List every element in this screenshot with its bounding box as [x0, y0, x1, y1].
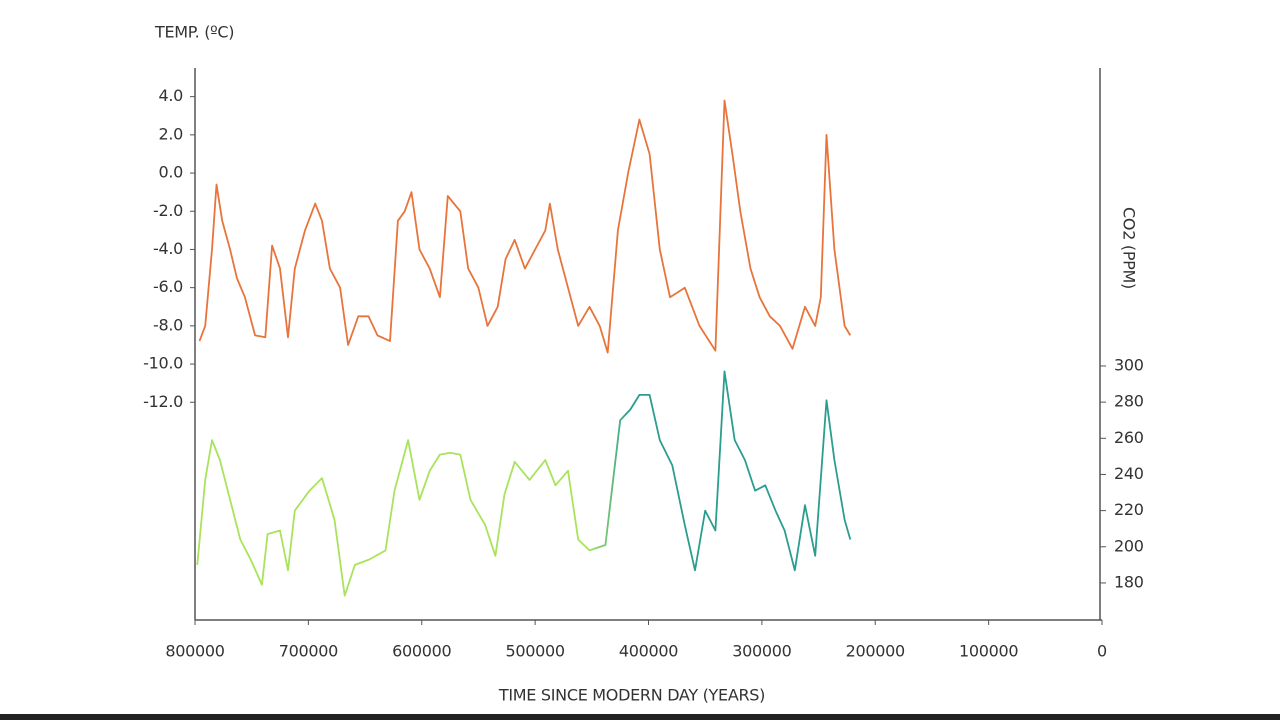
y-tick-label: -12.0: [143, 392, 183, 411]
y-tick-label: 2.0: [158, 124, 183, 143]
x-tick-label: 400000: [619, 642, 678, 661]
x-tick-label: 500000: [505, 642, 564, 661]
x-tick-label: 300000: [732, 642, 791, 661]
x-tick-label: 100000: [959, 642, 1018, 661]
x-tick-label: 800000: [165, 642, 224, 661]
y2-tick-label: 260: [1114, 428, 1144, 447]
x-axis-title: TIME SINCE MODERN DAY (YEARS): [498, 686, 765, 705]
bottom-strip: [0, 714, 1280, 720]
y-tick-label: 4.0: [158, 86, 183, 105]
y-axis-title: TEMP. (ºC): [154, 23, 234, 42]
y-tick-label: -10.0: [143, 354, 183, 373]
y2-tick-label: 240: [1114, 464, 1144, 483]
x-tick-label: 600000: [392, 642, 451, 661]
y-tick-label: -6.0: [153, 277, 183, 296]
y2-tick-label: 280: [1114, 392, 1144, 411]
y2-tick-label: 220: [1114, 500, 1144, 519]
y2-tick-label: 180: [1114, 572, 1144, 591]
x-tick-label: 0: [1097, 642, 1107, 661]
co2-line: [196, 370, 852, 597]
y-tick-label: -2.0: [153, 201, 183, 220]
y-tick-label: 0.0: [158, 163, 183, 182]
x-tick-label: 200000: [846, 642, 905, 661]
y2-tick-label: 300: [1114, 355, 1144, 374]
y2-tick-label: 200: [1114, 536, 1144, 555]
x-tick-label: 700000: [279, 642, 338, 661]
y-tick-label: -8.0: [153, 315, 183, 334]
y-tick-label: -4.0: [153, 239, 183, 258]
y2-axis-title: CO2 (PPM): [1120, 207, 1139, 289]
temperature-line: [198, 99, 852, 354]
